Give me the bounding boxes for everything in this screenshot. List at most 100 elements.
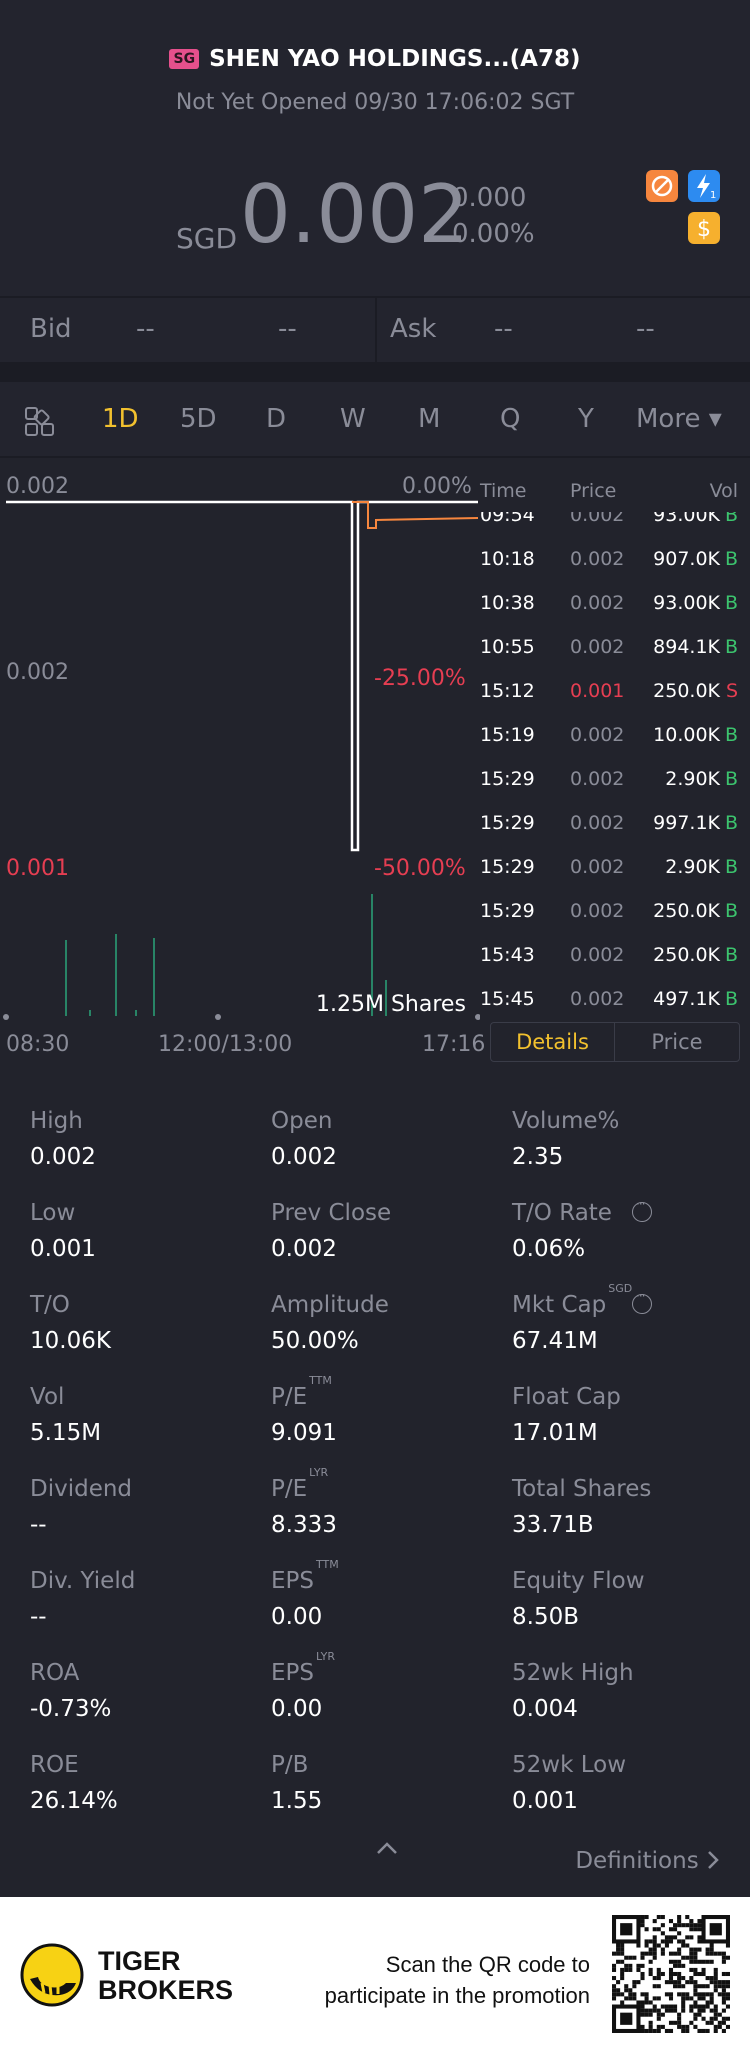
tick-row: 15:29 0.002 997.1K B [470,812,750,856]
tick-volume: 2.90K [665,856,720,878]
pct-axis-mid-label: -25.00% [374,666,466,691]
tab-1d[interactable]: 1D [102,404,139,434]
tab-m[interactable]: M [418,404,441,434]
tab-5d[interactable]: 5D [180,404,217,434]
stat-label: T/O Rate [512,1197,742,1226]
stat-value: 2.35 [512,1144,564,1170]
tab-y[interactable]: Y [578,404,594,434]
stat-label-text: Mkt Cap [512,1292,607,1318]
definitions-link[interactable]: Definitions [575,1848,720,1874]
tick-volume: 497.1K [653,988,720,1010]
tiger-logo-icon [20,1943,84,2007]
pct-axis-top-label: 0.00% [398,474,476,499]
y-axis-mid-label: 0.002 [6,660,69,685]
stat-equity-flow: Equity Flow 8.50B [512,1568,742,1630]
brand-line2: BROKERS [98,1975,234,2005]
price-change-abs: 0.000 [452,183,527,213]
stat-value: 0.00 [271,1696,323,1722]
y-axis-top-label: 0.002 [6,474,69,499]
tick-price: 0.002 [570,944,625,966]
tick-volume: 93.00K [653,504,720,526]
stat-total-shares: Total Shares 33.71B [512,1476,742,1538]
stat-to: T/O 10.06K [30,1292,260,1354]
stat-label-text: P/E [271,1476,308,1502]
stat-value: 17.01M [512,1420,598,1446]
tick-time: 10:18 [480,548,535,570]
intraday-chart[interactable]: 0.002 0.00% 0.002 -25.00% 0.001 -50.00% … [0,460,485,1060]
stat-low: Low 0.001 [30,1200,260,1262]
time-and-sales[interactable]: Time Price Vol 09:54 0.002 93.00K B 10:18 0.0… [470,460,750,1020]
stat-pe-ttm: P/E TTM 9.091 [271,1374,501,1446]
tick-row: 10:18 0.002 907.0K B [470,548,750,592]
lightning-icon[interactable]: 1 [688,170,720,202]
stat-prev-close: Prev Close 0.002 [271,1200,501,1262]
stat-label: P/B [271,1752,309,1778]
quote-header: SG SHEN YAO HOLDINGS...(A78) Not Yet Open… [0,0,750,296]
stat-value: 0.06% [512,1236,586,1262]
stat-float-cap: Float Cap 17.01M [512,1384,742,1446]
tick-volume: 907.0K [653,548,720,570]
stat-label-text: EPS [271,1568,315,1594]
stat-value: 8.333 [271,1512,337,1538]
x-axis-start-label: 08:30 [6,1032,70,1057]
qr-code-icon[interactable] [612,1915,730,2033]
stat-value: 0.002 [271,1144,337,1170]
stat-value: 0.002 [271,1236,337,1262]
stat-value: 67.41M [512,1328,598,1354]
tab-more[interactable]: More ▾ [636,404,722,434]
stat-value: 0.001 [30,1236,96,1262]
stat-label-text: T/O Rate [512,1200,612,1226]
stat-value: 50.00% [271,1328,359,1354]
tick-time: 15:29 [480,768,535,790]
details-toggle-button[interactable]: Details [491,1023,615,1061]
stat-label: ROA [30,1660,80,1686]
tick-price: 0.001 [570,680,625,702]
details-price-toggle: Details Price [490,1022,740,1062]
brand-line1: TIGER [98,1946,181,1976]
stat-value: 0.002 [30,1144,96,1170]
stat-label: Low [30,1200,76,1226]
dollar-icon[interactable]: $ [688,212,720,244]
tab-q[interactable]: Q [500,404,521,434]
axis-dot [475,1014,480,1020]
stat-value: 33.71B [512,1512,594,1538]
definitions-label: Definitions [575,1848,699,1874]
price-toggle-button[interactable]: Price [651,1030,703,1054]
stat-label: Div. Yield [30,1568,136,1594]
tick-row: 10:38 0.002 93.00K B [470,592,750,636]
ask-size: -- [636,314,655,344]
tab-w[interactable]: W [340,404,366,434]
layout-grid-icon[interactable] [24,406,56,442]
tick-volume: 2.90K [665,768,720,790]
stat-label: Equity Flow [512,1568,645,1594]
tick-row: 10:55 0.002 894.1K B [470,636,750,680]
market-badge: SG [169,49,200,69]
tick-price: 0.002 [570,592,625,614]
tick-time: 15:29 [480,900,535,922]
stat-pe-lyr: P/E LYR 8.333 [271,1466,501,1538]
more-info-icon[interactable] [632,1197,652,1222]
volume-label: 1.25M Shares [316,992,466,1017]
promo-footer: TIGER BROKERS Scan the QR code to partic… [0,1897,750,2055]
tick-volume: 93.00K [653,592,720,614]
chevron-up-icon[interactable] [375,1836,399,1860]
stat-52wk-high: 52wk High 0.004 [512,1660,742,1722]
stat-label-sup: TTM [316,1558,339,1571]
tick-time: 15:29 [480,812,535,834]
section-gap [0,362,750,382]
tick-side: B [724,592,738,614]
tick-side: S [725,680,738,702]
no-short-icon[interactable] [646,170,678,202]
stat-vol: Vol 5.15M [30,1384,260,1446]
tick-price: 0.002 [570,856,625,878]
tick-time: 15:29 [480,856,535,878]
tab-d[interactable]: D [266,404,287,434]
ticks-list: 09:54 0.002 93.00K B 10:18 0.002 907.0K B 10:38 0… [470,460,750,1020]
ask-price: -- [494,314,513,344]
bid-ask-bar: Bid -- -- Ask -- -- [0,298,750,362]
tick-price: 0.002 [570,636,625,658]
stat-label: Prev Close [271,1200,392,1226]
more-info-icon[interactable] [632,1289,652,1314]
stat-value: 8.50B [512,1604,579,1630]
brand-name: TIGER BROKERS [98,1947,233,2005]
